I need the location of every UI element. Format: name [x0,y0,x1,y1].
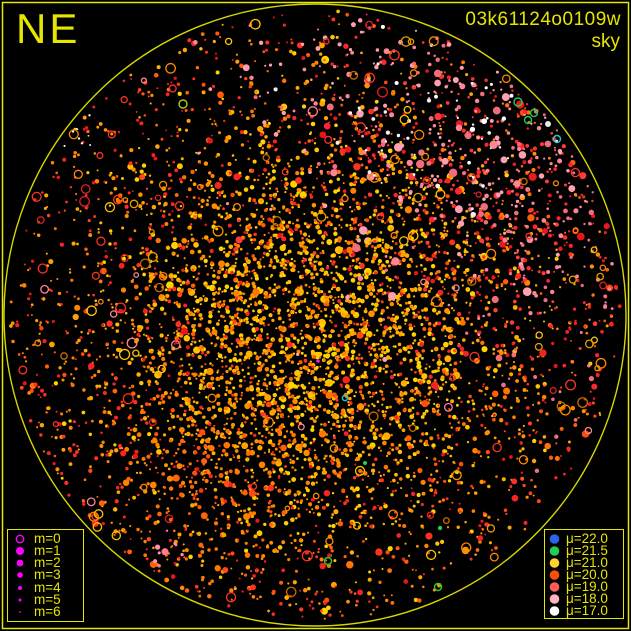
size-legend-label: m=1 [34,543,61,559]
color-legend-label: μ=17.0 [566,603,608,618]
color-legend-row: μ=18.0 [548,591,620,606]
color-marker-icon [549,534,560,544]
size-legend-label: m=6 [34,603,61,619]
magnitude-size-legend: m=0 m=1 m=2 m=3 m=4 m=5 m=6 [7,529,84,622]
size-marker-icon [19,611,21,613]
orientation-label: NE [16,5,81,52]
size-marker-icon [16,547,24,556]
field-circle [3,3,627,627]
plot-title: 03k61124o0109w [465,9,621,30]
star-points [9,9,622,620]
color-marker-icon [549,546,560,556]
surface-brightness-legend: μ=22.0 μ=21.5 μ=21.0 μ=20.0 μ=19.0 μ=18.0 μ=17… [544,529,624,619]
size-legend-row: m=4 [11,579,80,595]
color-legend-row: μ=21.5 [548,543,620,558]
size-legend-label: m=2 [34,555,61,571]
size-legend-label: m=0 [34,531,61,547]
color-legend-row: μ=21.0 [548,555,620,570]
size-legend-row: m=2 [11,555,80,571]
color-legend-label: μ=21.5 [566,543,608,558]
color-legend-row: μ=17.0 [548,603,620,618]
color-legend-label: μ=20.0 [566,567,608,582]
size-legend-row: m=3 [11,567,80,583]
size-legend-row: m=0 [11,531,80,547]
color-legend-label: μ=19.0 [566,579,608,594]
color-legend-label: μ=21.0 [566,555,608,570]
size-legend-label: m=3 [34,567,61,583]
size-legend-label: m=5 [34,591,61,607]
size-legend-row: m=5 [11,591,80,607]
color-marker-icon [549,558,560,568]
size-marker-icon [17,572,23,579]
size-marker-icon [16,559,24,567]
color-legend-row: μ=19.0 [548,579,620,594]
color-marker-icon [549,570,560,580]
size-marker-icon [15,534,25,544]
size-legend-row: m=6 [11,603,80,619]
color-marker-icon [549,582,560,592]
size-marker-icon [18,598,22,602]
color-legend-row: μ=22.0 [548,531,620,546]
size-marker-icon [18,585,22,590]
color-marker-icon [549,594,560,604]
color-legend-label: μ=22.0 [566,531,608,546]
color-legend-label: μ=18.0 [566,591,608,606]
color-legend-row: μ=20.0 [548,567,620,582]
color-marker-icon [549,606,560,616]
size-legend-row: m=1 [11,543,80,559]
plot-subtitle: sky [591,31,621,52]
size-legend-label: m=4 [34,579,61,595]
